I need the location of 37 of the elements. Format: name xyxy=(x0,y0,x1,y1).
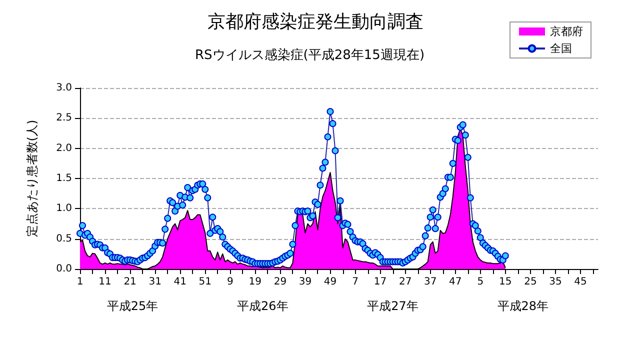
y-tick-label: 1.0 xyxy=(56,203,72,214)
y-axis-title: 定点あたり患者数(人) xyxy=(25,120,39,238)
legend-label: 全国 xyxy=(550,42,572,55)
x-tick-label: 39 xyxy=(298,276,312,288)
x-tick-label: 41 xyxy=(174,276,186,288)
x-tick-label: 37 xyxy=(424,276,437,288)
y-tick-label: 0.0 xyxy=(56,264,72,274)
x-tick-label: 51 xyxy=(198,276,212,288)
x-tick-label: 29 xyxy=(274,276,287,288)
y-tick-label: 0.5 xyxy=(56,233,72,244)
x-tick-label: 1 xyxy=(76,276,84,288)
y-tick-label: 1.5 xyxy=(56,173,72,184)
x-tick-label: 7 xyxy=(352,276,358,288)
x-tick-label: 9 xyxy=(226,276,234,288)
x-tick-label: 5 xyxy=(477,276,484,288)
x-tick-label: 19 xyxy=(248,276,262,288)
text: 平成27年 xyxy=(367,299,418,313)
text: 平成25年 xyxy=(106,299,158,313)
legend-label: 京都府 xyxy=(550,25,583,38)
x-tick-label: 15 xyxy=(499,276,512,288)
x-tick-label: 25 xyxy=(524,276,537,288)
x-tick-label: 17 xyxy=(374,276,387,288)
y-tick-label: 2.5 xyxy=(56,112,72,124)
chart-subtitle: RSウイルス感染症(平成28年15週現在) xyxy=(195,48,425,63)
x-tick-label: 27 xyxy=(398,276,412,288)
y-tick-label: 3.0 xyxy=(56,82,72,94)
chart-title: 京都府感染症発生動向調査 xyxy=(208,12,424,32)
x-tick-label: 49 xyxy=(324,276,337,288)
x-tick-label: 35 xyxy=(549,276,562,288)
x-tick-label: 31 xyxy=(148,276,162,288)
x-tick-label: 47 xyxy=(448,276,462,288)
x-tick-label: 21 xyxy=(124,276,136,288)
x-tick-label: 11 xyxy=(98,276,112,288)
x-tick-label: 45 xyxy=(574,276,587,288)
text: 平成26年 xyxy=(237,299,288,313)
text: 平成28年 xyxy=(497,299,549,313)
y-tick-label: 2.0 xyxy=(56,142,72,154)
